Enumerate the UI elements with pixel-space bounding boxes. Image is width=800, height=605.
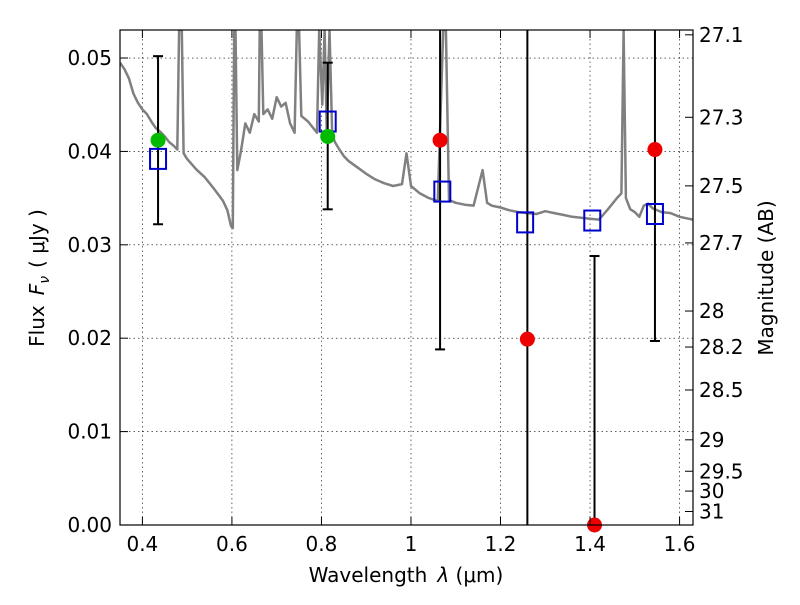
- y-tick-label: 0.02: [67, 326, 112, 350]
- x-tick-label: 0.8: [306, 532, 338, 556]
- y2-tick-label: 28.5: [699, 378, 744, 402]
- model-photometry-square: [516, 211, 535, 234]
- model-photometry-square: [149, 147, 168, 170]
- grid-lines: [120, 30, 693, 526]
- y2-tick-label: 27.3: [699, 105, 744, 129]
- y-axis-title: FluxFν( μJy ): [25, 209, 53, 347]
- model-spectrum-layer: [120, 30, 693, 230]
- y2-tick-label: 29.5: [699, 459, 744, 483]
- x-axis-title: Wavelength λ (μm): [309, 563, 504, 587]
- observed-flux-point: [432, 132, 448, 148]
- y-tick-label: 0.01: [67, 420, 112, 444]
- x-tick-label: 0.4: [126, 532, 158, 556]
- y-tick-label: 0.03: [67, 233, 112, 257]
- y2-tick-label: 30: [699, 479, 724, 503]
- y2-tick-label: 27.7: [699, 231, 744, 255]
- observed-flux-point: [647, 142, 663, 158]
- errorbar-layer: [153, 30, 660, 525]
- observed-flux-layer: [150, 128, 663, 533]
- y-tick-label: 0.05: [67, 46, 112, 70]
- y2-tick-label: 31: [699, 499, 724, 523]
- y2-tick-label: 28: [699, 299, 724, 323]
- observed-flux-point: [150, 132, 166, 148]
- y2-tick-label: 27.5: [699, 174, 744, 198]
- model-photometry-square: [583, 209, 602, 232]
- y2-axis-title: Magnitude (AB): [754, 200, 778, 355]
- y-tick-label: 0.04: [67, 139, 112, 163]
- model-photometry-square: [433, 180, 452, 203]
- observed-flux-point: [320, 128, 336, 144]
- plot-frame: [119, 29, 694, 526]
- model-photometry-layer: [149, 110, 664, 234]
- y2-tick-label: 27.1: [699, 23, 744, 47]
- model-photometry-square: [645, 202, 664, 225]
- y2-tick-label: 28.2: [699, 335, 744, 359]
- observed-flux-point: [519, 331, 535, 347]
- x-tick-label: 0.6: [216, 532, 248, 556]
- x-tick-label: 1.2: [485, 532, 517, 556]
- x-tick-label: 1: [405, 532, 418, 556]
- axis-ticks: 0.4 0.6 0.8 1 1.2 1.4 1.6 0.00 0.01 0.02 0.03 0.04 0…: [67, 23, 743, 556]
- y-tick-label: 0.00: [67, 513, 112, 537]
- model-spectrum-line: [120, 30, 693, 230]
- x-tick-label: 1.4: [574, 532, 606, 556]
- y2-tick-label: 29: [699, 428, 724, 452]
- x-tick-label: 1.6: [664, 532, 696, 556]
